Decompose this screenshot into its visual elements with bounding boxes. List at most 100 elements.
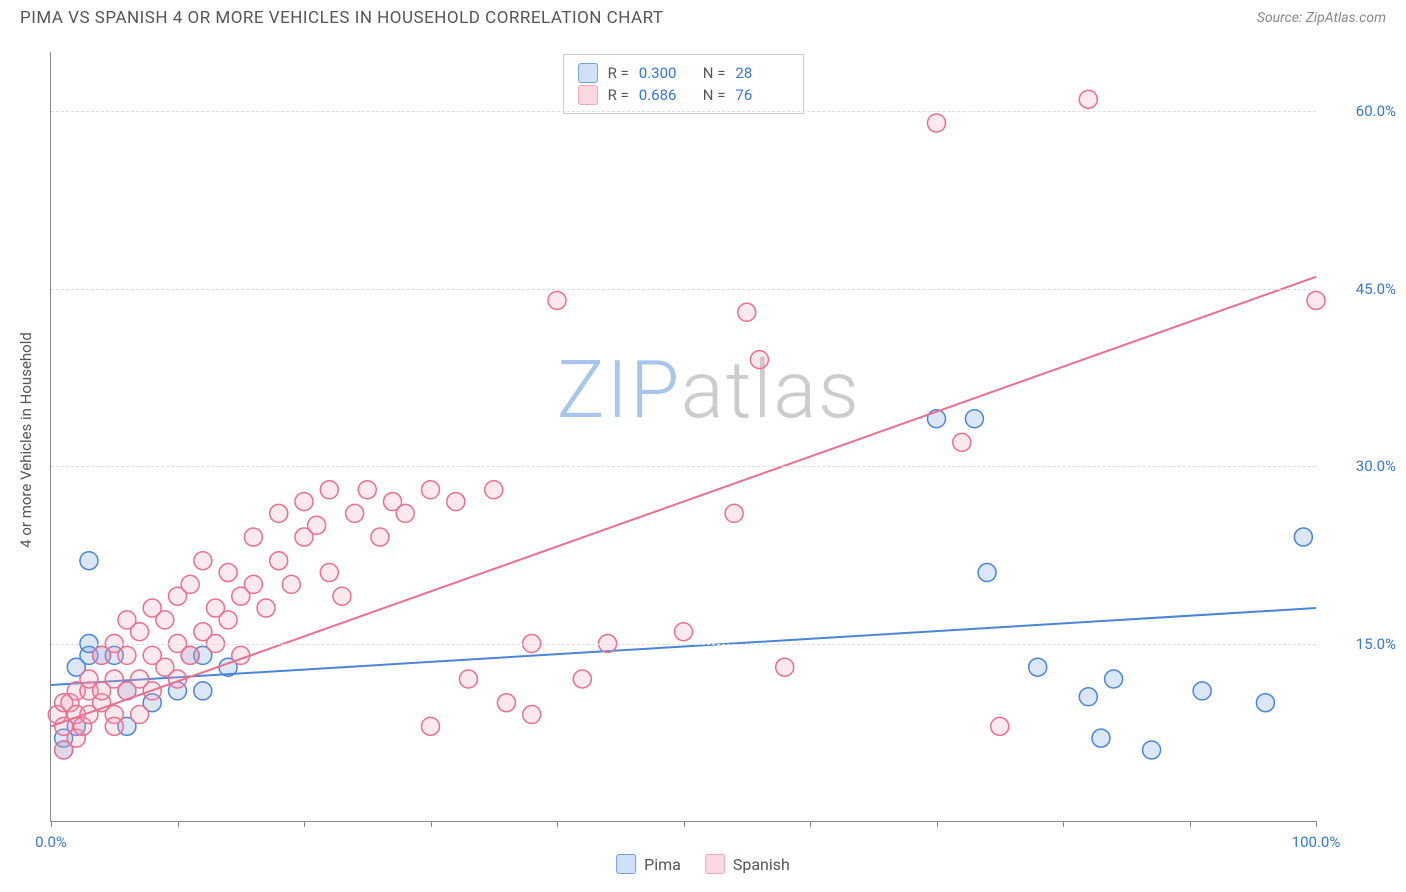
ytick-label: 45.0% xyxy=(1326,280,1396,298)
xtick xyxy=(304,821,305,827)
scatter-point xyxy=(244,575,262,593)
legend-n-value: 76 xyxy=(735,86,789,104)
scatter-point xyxy=(156,611,174,629)
scatter-point xyxy=(1256,694,1274,712)
scatter-point xyxy=(978,564,996,582)
scatter-point xyxy=(358,481,376,499)
scatter-point xyxy=(965,410,983,428)
legend-swatch xyxy=(705,854,725,874)
scatter-point xyxy=(333,587,351,605)
xtick xyxy=(1316,821,1317,827)
xtick-label: 100.0% xyxy=(1292,833,1341,851)
scatter-point xyxy=(1294,528,1312,546)
scatter-point xyxy=(750,351,768,369)
xtick-label: 0.0% xyxy=(35,833,67,851)
scatter-point xyxy=(295,493,313,511)
legend-swatch xyxy=(578,85,598,105)
gridline-h xyxy=(51,289,1316,290)
gridline-h xyxy=(51,644,1316,645)
xtick xyxy=(684,821,685,827)
scatter-point xyxy=(270,552,288,570)
xtick xyxy=(51,821,52,827)
scatter-point xyxy=(776,658,794,676)
scatter-point xyxy=(1143,741,1161,759)
scatter-point xyxy=(80,552,98,570)
legend-n-value: 28 xyxy=(735,64,789,82)
legend-n-label: N = xyxy=(703,86,726,104)
trend-line xyxy=(51,277,1316,727)
scatter-point xyxy=(1105,670,1123,688)
chart-title: PIMA VS SPANISH 4 OR MORE VEHICLES IN HO… xyxy=(20,8,664,28)
series-legend: Pima Spanish xyxy=(616,854,790,874)
scatter-point xyxy=(320,481,338,499)
scatter-point xyxy=(371,528,389,546)
scatter-point xyxy=(1307,291,1325,309)
legend-r-value: 0.686 xyxy=(639,86,693,104)
scatter-point xyxy=(320,564,338,582)
scatter-point xyxy=(1079,688,1097,706)
scatter-point xyxy=(257,599,275,617)
xtick xyxy=(431,821,432,827)
ytick-label: 60.0% xyxy=(1326,102,1396,120)
legend-n-label: N = xyxy=(703,64,726,82)
scatter-point xyxy=(194,682,212,700)
chart-plot-area: ZIPatlas R =0.300N =28R =0.686N =76 15.0… xyxy=(50,52,1316,822)
correlation-legend: R = 0.300 N = 28 R = 0.686 N = 76 xyxy=(563,54,805,114)
ytick-label: 15.0% xyxy=(1326,635,1396,653)
legend-r-value: 0.300 xyxy=(639,64,693,82)
scatter-point xyxy=(725,504,743,522)
scatter-point xyxy=(422,481,440,499)
xtick xyxy=(557,821,558,827)
scatter-point xyxy=(953,433,971,451)
xtick xyxy=(178,821,179,827)
xtick xyxy=(1190,821,1191,827)
scatter-point xyxy=(396,504,414,522)
scatter-point xyxy=(131,623,149,641)
scatter-point xyxy=(497,694,515,712)
legend-r-label: R = xyxy=(608,86,629,104)
source-label: Source: ZipAtlas.com xyxy=(1257,10,1386,26)
scatter-point xyxy=(991,717,1009,735)
scatter-point xyxy=(738,303,756,321)
xtick xyxy=(810,821,811,827)
scatter-point xyxy=(1092,729,1110,747)
scatter-point xyxy=(118,646,136,664)
correlation-legend-row: R = 0.686 N = 76 xyxy=(578,85,790,105)
scatter-point xyxy=(181,646,199,664)
gridline-h xyxy=(51,111,1316,112)
scatter-point xyxy=(244,528,262,546)
scatter-point xyxy=(447,493,465,511)
gridline-h xyxy=(51,466,1316,467)
scatter-point xyxy=(131,706,149,724)
scatter-point xyxy=(219,611,237,629)
legend-swatch xyxy=(616,854,636,874)
scatter-point xyxy=(282,575,300,593)
y-axis-label: 4 or more Vehicles in Household xyxy=(17,332,35,548)
scatter-point xyxy=(346,504,364,522)
xtick xyxy=(1063,821,1064,827)
ytick-label: 30.0% xyxy=(1326,457,1396,475)
scatter-point xyxy=(270,504,288,522)
legend-r-label: R = xyxy=(608,64,629,82)
scatter-point xyxy=(219,564,237,582)
scatter-point xyxy=(1029,658,1047,676)
legend-swatch xyxy=(578,63,598,83)
scatter-point xyxy=(928,114,946,132)
series-legend-label: Spanish xyxy=(733,855,790,874)
scatter-point xyxy=(422,717,440,735)
scatter-point xyxy=(573,670,591,688)
correlation-legend-row: R = 0.300 N = 28 xyxy=(578,63,790,83)
header: PIMA VS SPANISH 4 OR MORE VEHICLES IN HO… xyxy=(0,0,1406,32)
scatter-point xyxy=(105,717,123,735)
scatter-point xyxy=(523,706,541,724)
scatter-point xyxy=(459,670,477,688)
scatter-point xyxy=(181,575,199,593)
series-legend-item: Pima xyxy=(616,854,681,874)
scatter-point xyxy=(1193,682,1211,700)
xtick xyxy=(937,821,938,827)
scatter-point xyxy=(194,552,212,570)
scatter-point xyxy=(675,623,693,641)
scatter-point xyxy=(1079,90,1097,108)
scatter-point xyxy=(485,481,503,499)
chart-svg xyxy=(51,52,1316,821)
